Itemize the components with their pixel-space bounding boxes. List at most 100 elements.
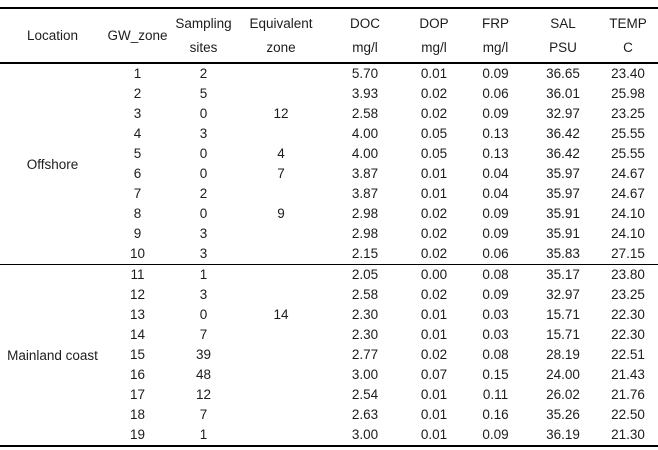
cell-gw-zone: 5: [133, 146, 142, 161]
cell-equivalent-zone: [237, 244, 325, 265]
cell-dop: 0.07: [420, 367, 448, 382]
table-row: Mainland coast 11 1 2.05 0.00 0.08 35.17 23.80: [0, 264, 658, 446]
col-header-equivalent-zone: Equivalent zone: [237, 8, 325, 64]
cell-sal: 35.97: [546, 186, 580, 201]
cell-dop: 0.01: [420, 307, 448, 322]
cell-sampling-sites: 7: [199, 327, 208, 342]
cell-sal: 35.83: [546, 246, 580, 261]
table-container: Location GW_zone Sampling sites Equivale…: [0, 7, 658, 447]
table-row: 6 0 7 3.87 0.01 0.04 35.97 24.67: [0, 164, 658, 184]
cell-frp: 0.08: [463, 264, 528, 285]
cell-sampling-sites: 12: [195, 387, 212, 402]
cell-sampling-sites: 0: [199, 146, 208, 161]
cell-equivalent-zone: [237, 405, 325, 425]
cell-frp: 0.09: [482, 106, 509, 121]
table-row: 13 0 14 2.30 0.01 0.03 15.71 22.30: [0, 305, 658, 325]
header-row: Location GW_zone Sampling sites Equivale…: [0, 8, 658, 64]
cell-doc: 3.87: [351, 186, 379, 201]
cell-dop: 0.05: [420, 146, 448, 161]
table-row: Offshore 1 2 5.70 0.01 0.09 36.65 23.40: [0, 63, 658, 172]
cell-doc: 2.58: [351, 106, 379, 121]
cell-gw-zone: 3: [133, 106, 142, 121]
cell-doc: 2.54: [351, 387, 379, 402]
cell-sal: 35.17: [528, 264, 598, 285]
table-body: Offshore 1 2 5.70 0.01 0.09 36.65 23.40 2 5 3.93 0.…: [0, 63, 658, 446]
cell-frp: 0.09: [482, 287, 509, 302]
table-header: Location GW_zone Sampling sites Equivale…: [0, 8, 658, 64]
cell-sampling-sites: 3: [199, 246, 208, 261]
header-line2: PSU: [549, 39, 577, 55]
table-row: 8 0 9 2.98 0.02 0.09 35.91 24.10: [0, 204, 658, 224]
cell-temp: 22.50: [611, 407, 645, 422]
cell-frp: 0.04: [482, 186, 509, 201]
header-line1: Equivalent: [249, 15, 313, 31]
cell-sampling-sites: 1: [199, 427, 208, 442]
cell-gw-zone: 19: [129, 427, 146, 442]
table-row: 7 2 3.87 0.01 0.04 35.97 24.67: [0, 184, 658, 204]
cell-doc: 2.98: [351, 226, 379, 241]
cell-temp: 25.55: [611, 146, 645, 161]
table-row: 16 48 3.00 0.07 0.15 24.00 21.43: [0, 365, 658, 385]
cell-frp: 0.13: [482, 146, 509, 161]
cell-sal: 36.01: [546, 86, 580, 101]
cell-gw-zone: 10: [129, 246, 146, 261]
cell-sal: 24.00: [546, 367, 580, 382]
cell-frp: 0.03: [482, 327, 509, 342]
cell-doc: 2.30: [351, 307, 379, 322]
cell-sal: 15.71: [546, 327, 580, 342]
cell-doc: 2.30: [351, 327, 379, 342]
cell-sal: 35.91: [546, 206, 580, 221]
header-line2: C: [623, 39, 633, 55]
table-row: 14 7 2.30 0.01 0.03 15.71 22.30: [0, 325, 658, 345]
header-line1: SAL: [550, 15, 576, 31]
cell-dop: 0.01: [420, 186, 448, 201]
header-line1: Location: [26, 27, 79, 43]
cell-doc: 3.93: [351, 86, 379, 101]
cell-gw-zone: 17: [129, 387, 146, 402]
cell-temp: 22.30: [611, 327, 645, 342]
cell-sampling-sites: 3: [199, 226, 208, 241]
cell-sampling-sites: 1: [170, 264, 237, 285]
location-cell: Mainland coast: [0, 264, 105, 446]
cell-temp: 21.76: [611, 387, 645, 402]
cell-frp: 0.03: [482, 307, 509, 322]
cell-equivalent-zone: [237, 345, 325, 365]
table-row: 19 1 3.00 0.01 0.09 36.19 21.30: [0, 425, 658, 446]
cell-dop: 0.00: [405, 264, 463, 285]
cell-doc: 2.63: [351, 407, 379, 422]
cell-temp: 23.80: [598, 264, 658, 285]
cell-sampling-sites: 3: [199, 126, 208, 141]
cell-doc: 3.87: [351, 166, 379, 181]
header-line2: zone: [266, 39, 296, 55]
cell-frp: 0.15: [482, 367, 509, 382]
cell-sal: 35.26: [546, 407, 580, 422]
header-line1: TEMP: [609, 15, 647, 31]
cell-temp: 24.10: [611, 206, 645, 221]
cell-equivalent-zone: [237, 285, 325, 305]
table-row: 15 39 2.77 0.02 0.08 28.19 22.51: [0, 345, 658, 365]
cell-equivalent-zone: [237, 264, 325, 285]
cell-doc: 3.00: [351, 427, 379, 442]
cell-temp: 24.67: [611, 166, 645, 181]
cell-temp: 23.25: [611, 106, 645, 121]
cell-dop: 0.01: [420, 166, 448, 181]
cell-dop: 0.02: [420, 86, 448, 101]
cell-temp: 22.51: [611, 347, 645, 362]
location-cell: Offshore: [26, 156, 79, 172]
cell-gw-zone: 4: [133, 126, 142, 141]
cell-dop: 0.05: [420, 126, 448, 141]
cell-frp: 0.09: [482, 206, 509, 221]
table-row: 5 0 4 4.00 0.05 0.13 36.42 25.55: [0, 144, 658, 164]
cell-dop: 0.02: [420, 206, 448, 221]
cell-sampling-sites: 5: [199, 86, 208, 101]
col-header-gw-zone: GW_zone: [105, 8, 170, 64]
cell-dop: 0.01: [420, 407, 448, 422]
cell-equivalent-zone: [237, 63, 325, 84]
header-line2: mg/l: [421, 39, 447, 55]
cell-doc: 2.98: [351, 206, 379, 221]
cell-dop: 0.02: [420, 246, 448, 261]
cell-temp: 25.55: [611, 126, 645, 141]
cell-frp: 0.09: [482, 226, 509, 241]
cell-temp: 27.15: [611, 246, 645, 261]
col-header-sampling-sites: Sampling sites: [170, 8, 237, 64]
